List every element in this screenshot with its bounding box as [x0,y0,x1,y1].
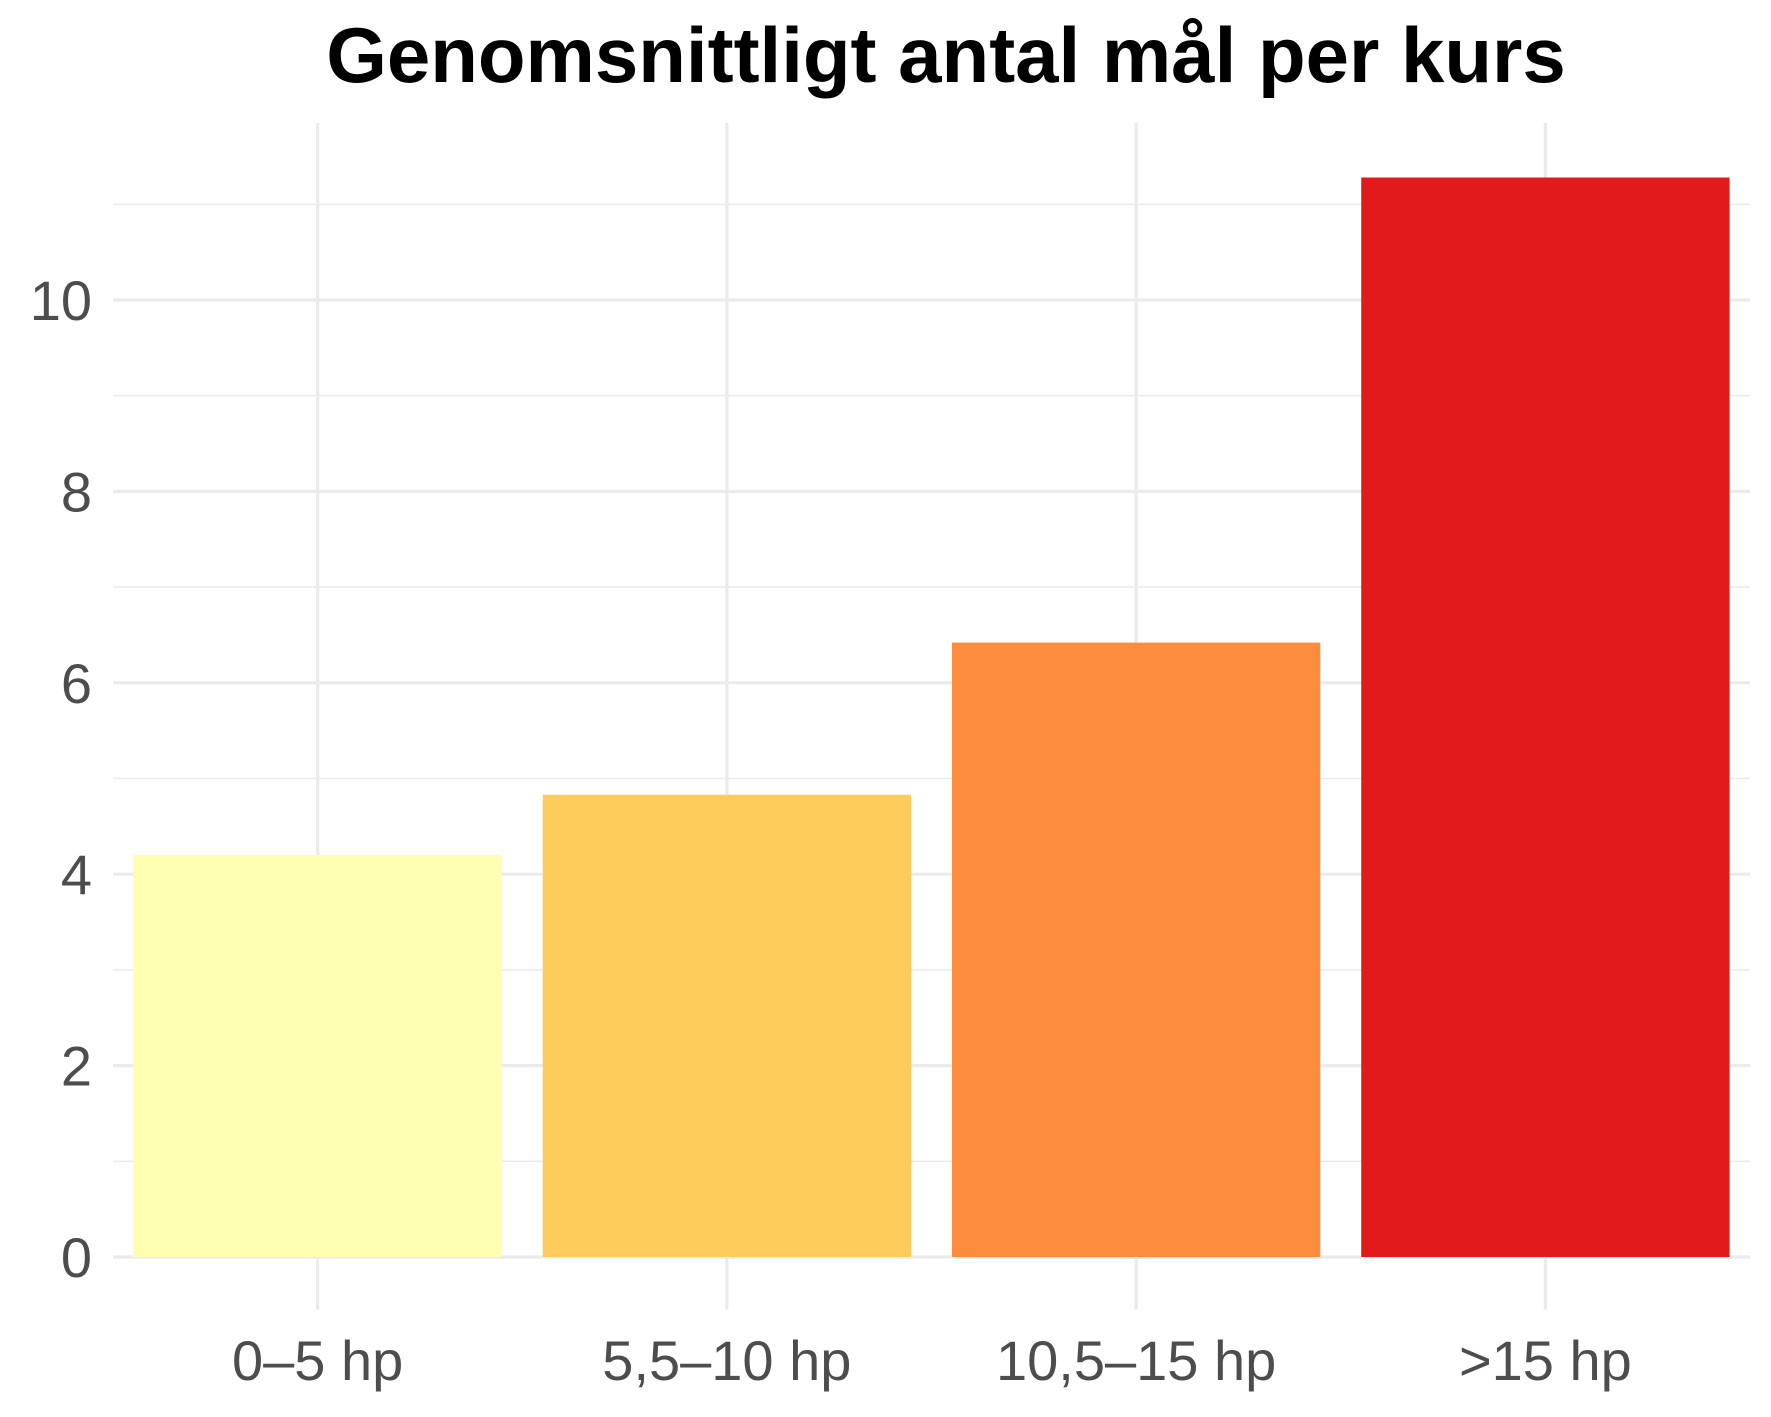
x-tick-label: 0–5 hp [232,1329,403,1392]
y-tick-label: 0 [61,1226,92,1289]
bars [133,177,1730,1257]
bar-4 [1361,177,1730,1257]
y-axis-ticks: 0 2 4 6 8 10 [30,269,92,1289]
y-tick-label: 8 [61,460,92,523]
y-tick-label: 4 [61,843,92,906]
x-tick-label: 10,5–15 hp [996,1329,1276,1392]
y-tick-label: 6 [61,652,92,715]
bar-3 [951,642,1321,1257]
bar-1 [133,855,502,1257]
x-tick-label: >15 hp [1459,1329,1632,1392]
x-tick-label: 5,5–10 hp [602,1329,851,1392]
bar-2 [542,794,912,1257]
y-tick-label: 2 [61,1035,92,1098]
y-tick-label: 10 [30,269,92,332]
chart-title: Genomsnittligt antal mål per kurs [326,11,1566,99]
x-axis-ticks: 0–5 hp 5,5–10 hp 10,5–15 hp >15 hp [232,1329,1632,1392]
